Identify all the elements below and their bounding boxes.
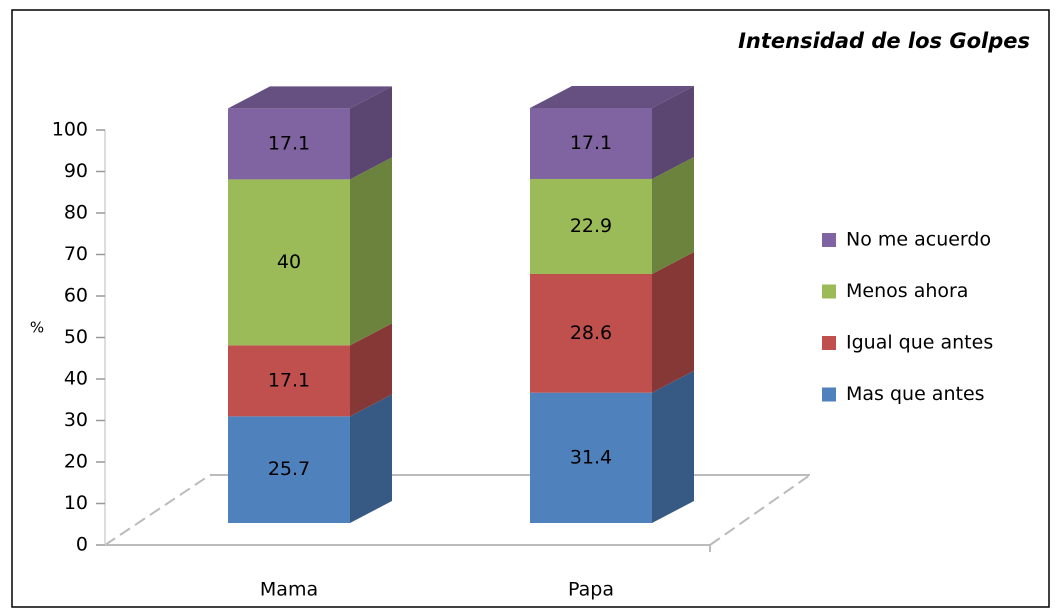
y-tick-label: 70	[64, 243, 88, 265]
bar-side	[350, 157, 392, 346]
bar-side	[350, 323, 392, 417]
legend-swatch	[822, 336, 836, 350]
chart-title: Intensidad de los Golpes	[738, 29, 1030, 53]
y-tick-label: 30	[64, 409, 88, 431]
bar	[228, 345, 350, 417]
y-tick-label: 80	[64, 202, 88, 224]
bar-side	[652, 370, 694, 523]
x-tick-label: Papa	[568, 579, 614, 601]
y-tick-label: 100	[52, 119, 88, 141]
bar	[228, 416, 350, 523]
data-label: 17.1	[570, 132, 612, 154]
y-tick-label: 0	[76, 534, 88, 556]
bar	[530, 392, 652, 523]
data-label: 22.9	[570, 215, 612, 237]
data-label: 17.1	[268, 369, 310, 391]
data-label: 17.1	[268, 132, 310, 154]
legend-swatch	[822, 387, 836, 402]
data-label: 25.7	[268, 458, 310, 480]
data-label: 28.6	[570, 322, 612, 344]
legend-swatch	[822, 233, 836, 247]
y-tick-label: 40	[64, 368, 88, 390]
bar-side	[652, 252, 694, 393]
bar-side	[652, 156, 694, 274]
y-tick-label: 20	[64, 451, 88, 473]
bar-side	[350, 86, 392, 180]
legend-label: Mas que antes	[846, 383, 985, 405]
legend-label: Menos ahora	[846, 280, 968, 302]
x-tick-label: Mama	[260, 579, 318, 601]
legend-label: No me acuerdo	[846, 229, 991, 251]
y-axis-label: %	[30, 319, 44, 337]
bar	[530, 108, 652, 179]
y-tick-label: 90	[64, 160, 88, 182]
bar	[228, 179, 350, 346]
legend-swatch	[822, 284, 836, 299]
bar	[530, 178, 652, 274]
data-label: 40	[277, 251, 301, 273]
legend-label: Igual que antes	[846, 332, 993, 354]
bar	[530, 274, 652, 393]
bar-top	[228, 86, 392, 109]
data-label: 31.4	[570, 446, 612, 468]
y-tick-label: 50	[64, 326, 88, 348]
y-tick-label: 10	[64, 492, 88, 514]
bar-side	[652, 86, 694, 179]
bar-top	[530, 86, 694, 108]
bar-side	[350, 394, 392, 523]
bar	[228, 108, 350, 180]
y-tick-label: 60	[64, 285, 88, 307]
